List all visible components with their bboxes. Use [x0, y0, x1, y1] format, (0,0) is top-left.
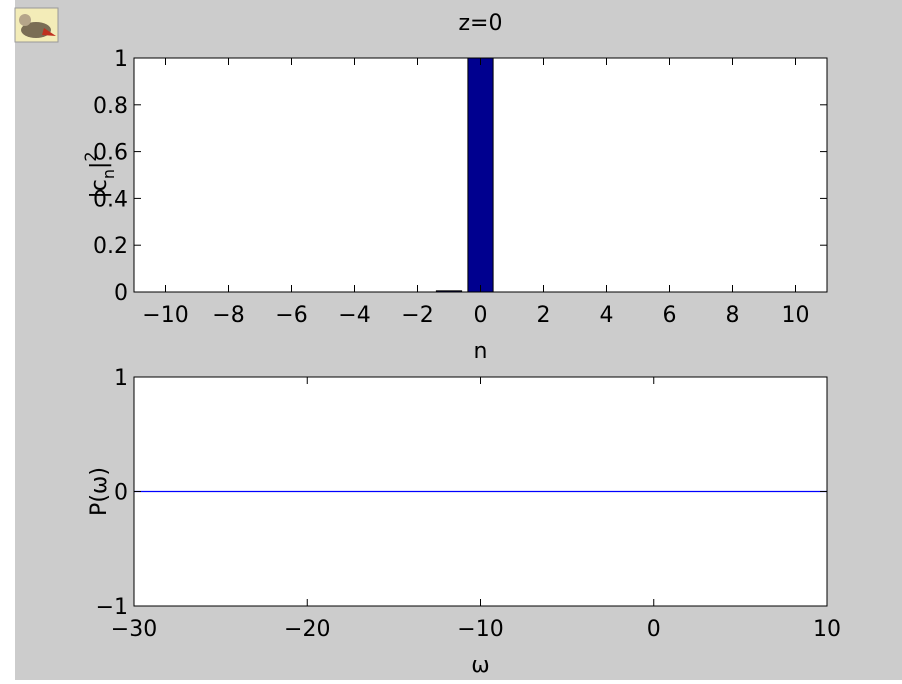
page: −10−8−6−4−2024681000.20.40.60.81z=0n|cn|… [0, 0, 902, 680]
x-tick-label: 4 [600, 303, 614, 328]
y-tick-label: 1 [114, 366, 128, 391]
x-axis-label: n [474, 339, 488, 364]
app-icon[interactable] [15, 8, 58, 42]
y-axis-label: P(ω) [87, 467, 112, 516]
x-tick-label: −10 [457, 617, 503, 642]
x-tick-label: 8 [726, 303, 740, 328]
y-tick-label: 0.8 [93, 94, 128, 119]
x-axis-label: ω [471, 653, 489, 678]
x-tick-label: 0 [474, 303, 488, 328]
y-tick-label: 0.2 [93, 234, 128, 259]
x-tick-label: −10 [142, 303, 188, 328]
x-tick-label: 10 [782, 303, 810, 328]
x-tick-label: −4 [338, 303, 370, 328]
x-tick-label: 0 [647, 617, 661, 642]
y-tick-label: 0 [114, 281, 128, 306]
x-tick-label: −30 [111, 617, 157, 642]
y-tick-label: 1 [114, 47, 128, 72]
x-tick-label: −20 [284, 617, 330, 642]
x-tick-label: −6 [275, 303, 307, 328]
y-tick-label: −1 [96, 595, 128, 620]
icon-ear [19, 14, 31, 26]
x-tick-label: 6 [663, 303, 677, 328]
x-tick-label: 10 [813, 617, 841, 642]
bar [468, 58, 493, 292]
chart-title: z=0 [459, 11, 503, 36]
figure: −10−8−6−4−2024681000.20.40.60.81z=0n|cn|… [0, 0, 902, 680]
y-tick-label: 0 [114, 481, 128, 506]
x-tick-label: −8 [212, 303, 244, 328]
x-tick-label: 2 [537, 303, 551, 328]
x-tick-label: −2 [401, 303, 433, 328]
